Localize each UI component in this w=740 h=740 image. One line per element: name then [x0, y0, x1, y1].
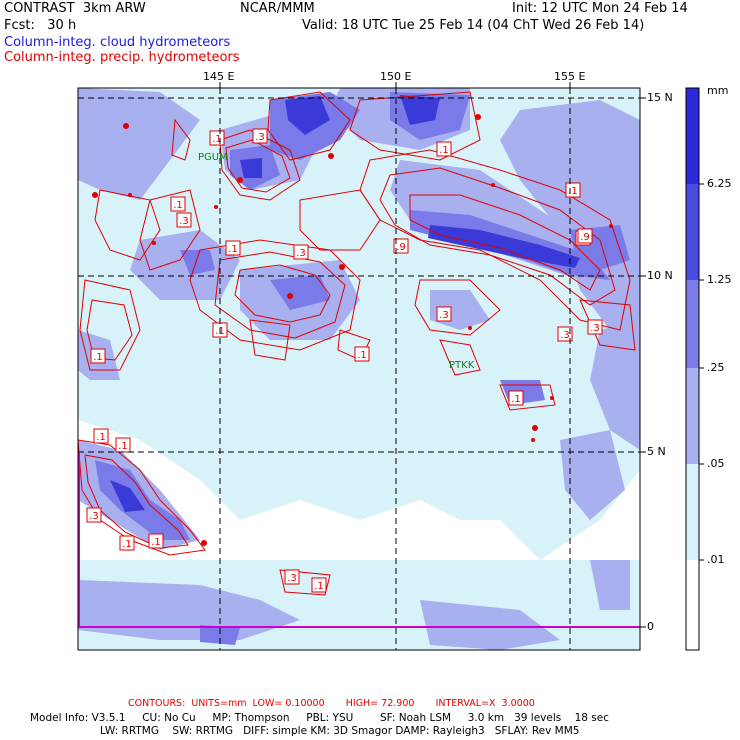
contour-label: .1 [173, 200, 183, 211]
colorbar-level-0-01: .01 [707, 553, 725, 566]
contour-label: .3 [296, 248, 306, 259]
contour-label: .1 [439, 145, 449, 156]
colorbar-swatch-2 [686, 184, 699, 280]
contour-label-box [176, 212, 192, 228]
field-precip-label: Column-integ. precip. hydrometeors [4, 50, 240, 65]
map-frame [77, 87, 641, 651]
colorbar-unit: mm [707, 84, 729, 97]
station-ptkk: PTKK [449, 360, 475, 371]
contour-label-box [311, 577, 327, 593]
contour-label: .3 [560, 330, 570, 341]
contour-label: .3 [439, 310, 449, 321]
contour-label: .1 [212, 134, 222, 145]
colorbar-level-6-25: 6.25 [707, 177, 732, 190]
contour-info: CONTOURS: UNITS=mm LOW= 0.10000 HIGH= 72… [128, 698, 535, 709]
lon-label-145: 145 E [203, 70, 235, 83]
colorbar-level-0-05: .05 [707, 457, 725, 470]
contour-label: .1 [357, 350, 367, 361]
contour-label: .3 [89, 511, 99, 522]
contour-label-box [577, 228, 593, 244]
colorbar-level-1-25: 1.25 [707, 273, 732, 286]
contour-label: .1 [118, 441, 128, 452]
contour-label: .1 [228, 244, 238, 255]
contour-label: .1 [568, 186, 578, 197]
colorbar-swatch-4 [686, 368, 699, 464]
lat-label-10n: 10 N [647, 269, 673, 282]
colorbar-swatch-3 [686, 280, 699, 368]
lon-label-150: 150 E [380, 70, 412, 83]
contour-label-box [119, 535, 135, 551]
forecast-hour: Fcst: 30 h [4, 18, 77, 33]
contour-label: .3 [590, 323, 600, 334]
contour-label-box [90, 348, 106, 364]
colorbar-swatch-1 [686, 88, 699, 184]
field-cloud-label: Column-integ. cloud hydrometeors [4, 35, 231, 50]
contour-label-box [93, 428, 109, 444]
lat-label-5n: 5 N [647, 445, 666, 458]
model-info-line1: Model Info: V3.5.1 CU: No Cu MP: Thompso… [30, 712, 609, 724]
axis-ticks [219, 82, 646, 628]
lon-label-155: 155 E [554, 70, 586, 83]
contour-label-group: .1.3.1.1.3.1.3.9.9.1.3.9.3.1.1.3.1.1.1.3… [86, 128, 603, 593]
lat-label-0: 0 [647, 620, 654, 633]
contour-label-box [436, 306, 452, 322]
contour-label-box [557, 326, 573, 342]
contour-label: .1 [96, 432, 106, 443]
contour-label: .1 [151, 537, 161, 548]
contour-label: .1 [511, 394, 521, 405]
colorbar-level-0-25: .25 [707, 361, 725, 374]
contour-label-box [148, 533, 164, 549]
colorbar-swatch-6 [686, 560, 699, 650]
contour-label: .3 [255, 132, 265, 143]
contour-label-box [293, 244, 309, 260]
lat-lon-grid [78, 88, 640, 650]
contour-label-box [252, 128, 268, 144]
contour-label-box [436, 141, 452, 157]
station-pgum: PGUM [198, 152, 228, 163]
contour-label-box [508, 390, 524, 406]
cloud-dark-regions [110, 95, 580, 512]
model-info-line2: LW: RRTMG SW: RRTMG DIFF: simple KM: 3D … [100, 725, 580, 737]
contour-label: .9 [396, 242, 406, 253]
org-label: NCAR/MMM [240, 1, 315, 16]
contour-label: .3 [179, 216, 189, 227]
contour-label: .9 [580, 232, 590, 243]
contour-label: .3 [287, 573, 297, 584]
contour-label: .1 [122, 539, 132, 550]
contour-label: .1 [93, 352, 103, 363]
lat-label-15n: 15 N [647, 91, 673, 104]
contour-label-box [284, 569, 300, 585]
model-title: CONTRAST 3km ARW [4, 1, 146, 16]
contour-label: .1 [314, 581, 324, 592]
contour-label-box [354, 346, 370, 362]
contour-label-box [225, 240, 241, 256]
map-panel: .1.3.1.1.3.1.3.9.9.1.3.9.3.1.1.3.1.1.1.3… [78, 88, 640, 650]
valid-time: Valid: 18 UTC Tue 25 Feb 14 (04 ChT Wed … [302, 18, 645, 33]
contour-label-box [587, 319, 603, 335]
contour-label-box [393, 238, 409, 254]
colorbar-swatch-5 [686, 464, 699, 560]
contour-label-box [170, 196, 186, 212]
colorbar [685, 87, 704, 651]
contour-label-box [86, 507, 102, 523]
init-time: Init: 12 UTC Mon 24 Feb 14 [512, 1, 688, 16]
